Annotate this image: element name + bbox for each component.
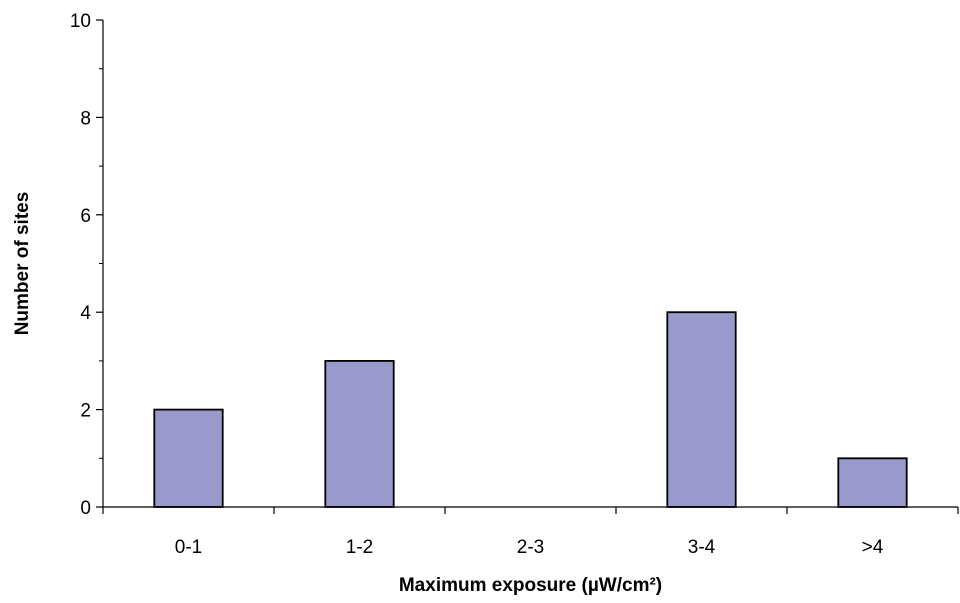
y-tick-label: 0 — [80, 498, 91, 519]
x-ticks-group: 0-1 1-2 2-3 3-4 >4 — [102, 507, 959, 558]
y-axis-title: Number of sites — [12, 192, 33, 336]
x-axis-title: Maximum exposure (µW/cm²) — [399, 575, 662, 596]
bar-0-1 — [153, 408, 224, 508]
y-tick-label: 8 — [80, 108, 91, 129]
x-tick-label: 2-3 — [517, 537, 544, 558]
y-tick-label: 10 — [70, 11, 91, 32]
bar-1-2 — [324, 359, 395, 508]
bar--4 — [837, 457, 908, 508]
y-tick-label: 6 — [80, 206, 91, 227]
x-tick-label: >4 — [862, 537, 884, 558]
x-tick-label: 0-1 — [175, 537, 202, 558]
axes-group — [102, 20, 958, 508]
x-tick-label: 3-4 — [688, 537, 716, 558]
y-tick-label: 4 — [80, 303, 91, 324]
y-ticks-group: 0 2 4 6 8 10 — [70, 11, 103, 519]
bar-3-4 — [666, 311, 737, 508]
bars-group — [153, 311, 908, 508]
x-tick-label: 1-2 — [346, 537, 373, 558]
y-tick-label: 2 — [80, 401, 91, 422]
